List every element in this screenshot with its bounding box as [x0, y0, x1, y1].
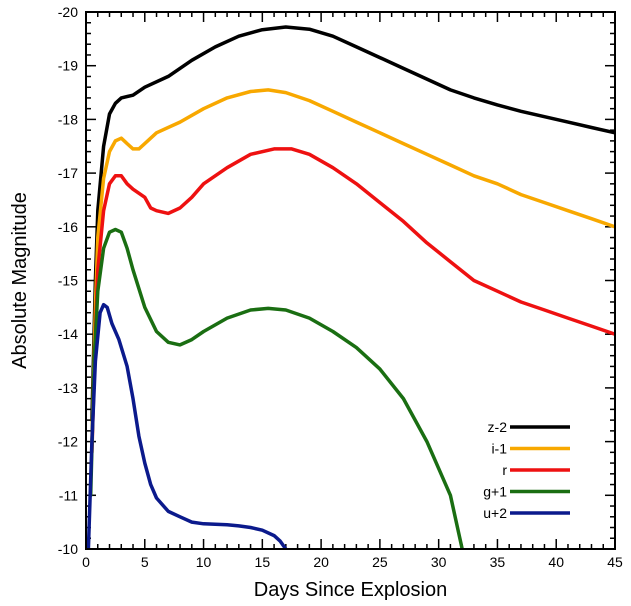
series-line-i-1	[90, 88, 615, 444]
x-tick-label: 35	[490, 554, 506, 570]
x-tick-label: 25	[372, 554, 388, 570]
y-tick-label: -20	[58, 4, 78, 20]
y-tick-label: -10	[58, 541, 78, 557]
legend-label: z-2	[488, 419, 508, 435]
y-tick-label: -14	[58, 326, 78, 342]
x-axis-title: Days Since Explosion	[254, 579, 447, 601]
x-tick-label: 40	[548, 554, 564, 570]
series-line-u+2	[86, 302, 288, 549]
y-tick-label: -13	[58, 380, 78, 396]
x-tick-label: 20	[313, 554, 329, 570]
x-tick-label: 0	[82, 554, 90, 570]
y-tick-label: -15	[58, 273, 78, 289]
y-tick-label: -17	[58, 165, 78, 181]
plot-frame	[85, 11, 616, 550]
tick-labels: 0 5 10 15 20 25 30 35 40 45 -10 -11 -12 -13 -14 -15 -16 -…	[58, 4, 623, 570]
x-tick-label: 45	[607, 554, 623, 570]
x-tick-label: 5	[141, 554, 149, 570]
series-line-g+1	[88, 227, 464, 549]
y-tick-label: -16	[58, 219, 78, 235]
legend: z-2 i-1 r g+1 u+2	[483, 419, 570, 521]
x-tick-label: 30	[431, 554, 447, 570]
legend-label: g+1	[483, 484, 507, 500]
x-tick-label: 10	[196, 554, 212, 570]
series-line-z-2	[90, 25, 615, 422]
series-line-r	[90, 147, 615, 455]
x-tick-label: 15	[255, 554, 271, 570]
y-tick-label: -19	[58, 58, 78, 74]
y-tick-label: -11	[59, 487, 78, 503]
y-axis-title: Absolute Magnitude	[9, 192, 31, 369]
y-tick-label: -18	[58, 111, 78, 127]
y-tick-label: -12	[58, 434, 78, 450]
legend-label: i-1	[491, 441, 507, 457]
legend-label: u+2	[483, 505, 507, 521]
legend-label: r	[502, 462, 507, 478]
series-lines	[86, 25, 615, 549]
